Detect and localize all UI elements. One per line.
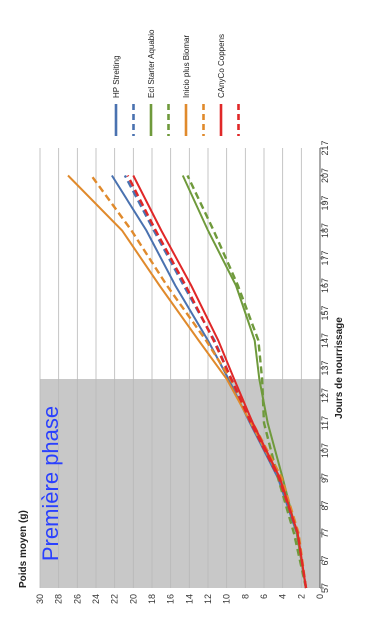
y-tick-label: 14 — [184, 594, 194, 604]
x-tick-label: 167 — [320, 278, 330, 293]
x-tick-label: 67 — [320, 555, 330, 565]
y-tick-label: 30 — [35, 594, 45, 604]
legend-label-6: CAnyCo Coppens — [217, 34, 226, 98]
y-tick-label: 28 — [54, 594, 64, 604]
legend-label-4: Inicio plus Biomar — [182, 35, 191, 98]
plot-area: 57 67 77 87 97 107 117 127 137 147 157 167 177 187 197… — [35, 140, 330, 604]
x-tick-label: 207 — [320, 168, 330, 183]
x-tick-label: 57 — [320, 583, 330, 593]
x-tick-label: 87 — [320, 500, 330, 510]
x-axis-label: Jours de nourrissage — [334, 317, 345, 419]
legend: HP Streiting Ecl Starter Aquabio Inicio pl… — [112, 29, 240, 136]
x-tick-label: 127 — [320, 388, 330, 403]
y-tick-label: 4 — [278, 594, 288, 599]
x-tick-label: 147 — [320, 333, 330, 348]
legend-label-0: HP Streiting — [112, 55, 121, 98]
x-tick-label: 117 — [320, 416, 330, 430]
x-tick-label: 187 — [320, 223, 330, 238]
grid — [39, 147, 324, 589]
y-tick-label: 16 — [166, 594, 176, 604]
y-tick-label: 20 — [128, 594, 138, 604]
series-lines — [67, 174, 308, 589]
x-tick-label: 77 — [320, 528, 330, 538]
y-tick-label: 2 — [296, 594, 306, 599]
y-tick-label: 26 — [72, 594, 82, 604]
x-tick-label: 107 — [320, 443, 330, 458]
y-tick-label: 22 — [110, 594, 120, 604]
series-line-0 — [111, 174, 307, 589]
y-tick-label: 10 — [222, 594, 232, 604]
x-tick-label: 177 — [320, 250, 330, 265]
y-tick-label: 12 — [203, 594, 213, 604]
y-axis-label: Poids moyen (g) — [18, 510, 29, 588]
y-tick-label: 0 — [315, 594, 325, 599]
x-tick-labels: 57 67 77 87 97 107 117 127 137 147 157 167 177 187 197… — [320, 140, 330, 593]
x-tick-label: 157 — [320, 305, 330, 320]
y-tick-label: 24 — [91, 594, 101, 604]
x-tick-label: 217 — [320, 140, 330, 155]
legend-label-2: Ecl Starter Aquabio — [147, 29, 156, 98]
shaded-region-label: Première phase — [38, 406, 63, 561]
y-tick-label: 18 — [147, 594, 157, 604]
x-tick-label: 97 — [320, 473, 330, 483]
x-tick-label: 197 — [320, 195, 330, 210]
y-tick-label: 6 — [259, 594, 269, 599]
shaded-region — [40, 379, 320, 588]
x-tick-label: 137 — [320, 360, 330, 375]
series-line-7 — [126, 174, 308, 589]
series-line-3 — [186, 174, 308, 589]
y-tick-label: 8 — [240, 594, 250, 599]
series-line-6 — [132, 175, 307, 589]
